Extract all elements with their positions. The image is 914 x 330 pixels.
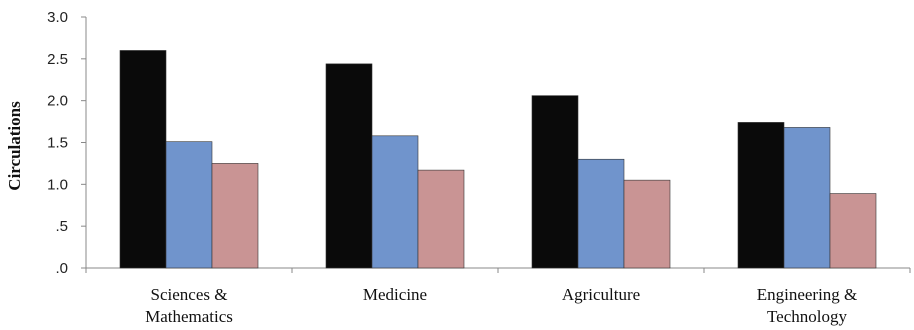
x-category-label: Agriculture <box>562 285 640 304</box>
bar-series-2-cat-2 <box>371 135 419 269</box>
bar-series-1-cat-2 <box>325 63 373 269</box>
y-tick-label: 2.5 <box>47 51 68 68</box>
bar-series-3-cat-2 <box>417 169 465 269</box>
bar-series-1-cat-1 <box>119 50 167 269</box>
bar-series-2-cat-1 <box>165 141 213 269</box>
x-category-label: Mathematics <box>145 307 233 326</box>
y-tick-label: 3.0 <box>47 9 68 26</box>
bars <box>119 50 877 269</box>
bar-series-2-cat-4 <box>783 127 831 269</box>
x-category-label: Medicine <box>363 285 427 304</box>
x-category-label: Engineering & <box>757 285 858 304</box>
x-category-label: Sciences & <box>151 285 228 304</box>
y-tick-label: .5 <box>55 218 68 235</box>
bar-series-3-cat-4 <box>829 193 877 269</box>
y-axis-title: Circulations <box>5 101 24 191</box>
labels: .0 .5 1.0 1.5 2.0 2.5 3.0 Sciences & Mathematics… <box>47 9 857 326</box>
y-tick-label: 1.0 <box>47 176 68 193</box>
bar-series-3-cat-3 <box>623 179 671 269</box>
bar-series-1-cat-4 <box>737 122 785 269</box>
bar-series-2-cat-3 <box>577 158 625 269</box>
x-category-label: Technology <box>767 307 848 326</box>
bar-series-1-cat-3 <box>531 95 579 269</box>
y-tick-label: .0 <box>55 260 68 277</box>
bar-series-3-cat-1 <box>211 163 259 269</box>
y-tick-label: 2.0 <box>47 93 68 110</box>
y-tick-label: 1.5 <box>47 135 68 152</box>
